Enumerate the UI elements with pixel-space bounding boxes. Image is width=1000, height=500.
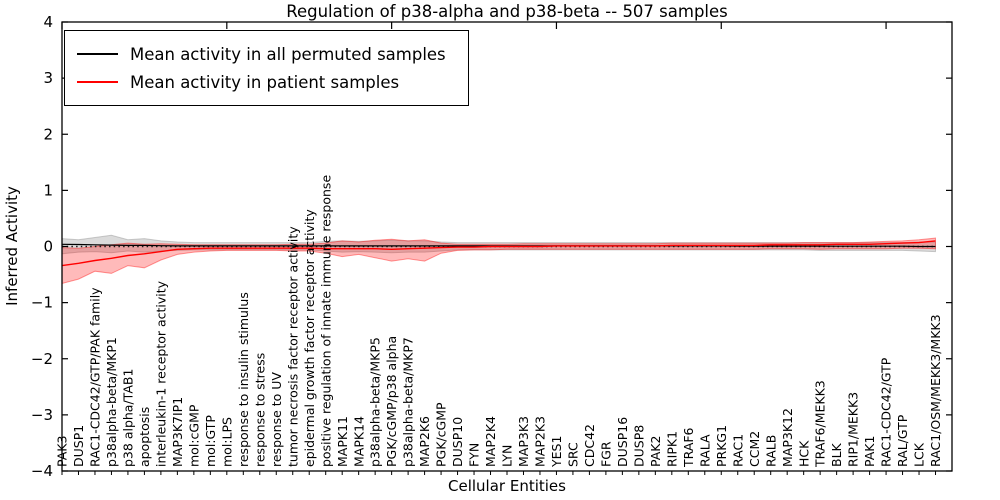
x-category-label: MAP2K4 bbox=[483, 416, 498, 467]
x-category-label: YES1 bbox=[549, 436, 564, 468]
x-category-label: DUSP16 bbox=[615, 417, 630, 467]
x-category-label: MAPK11 bbox=[335, 416, 350, 467]
x-category-label: BLK bbox=[829, 442, 844, 467]
x-category-label: FYN bbox=[467, 443, 482, 467]
x-category-label: CCM2 bbox=[747, 431, 762, 467]
x-category-label: MAP2K3 bbox=[533, 416, 548, 467]
x-category-label: RALB bbox=[763, 435, 778, 467]
x-category-label: DUSP10 bbox=[450, 417, 465, 467]
x-category-label: positive regulation of innate immune res… bbox=[318, 175, 333, 467]
x-category-label: response to UV bbox=[269, 372, 284, 467]
y-tick-label: −2 bbox=[31, 350, 53, 368]
x-category-label: DUSP8 bbox=[632, 425, 647, 467]
x-category-label: MAP3K7IP1 bbox=[170, 397, 185, 467]
x-category-label: PAK2 bbox=[648, 436, 663, 467]
x-category-label: interleukin-1 receptor activity bbox=[154, 280, 169, 467]
x-category-label: PAK1 bbox=[862, 436, 877, 467]
y-tick-label: 0 bbox=[43, 238, 53, 256]
x-category-label: SRC bbox=[566, 442, 581, 467]
x-category-label: MAP3K3 bbox=[516, 416, 531, 467]
y-tick-label: −1 bbox=[31, 294, 53, 312]
y-tick-label: 1 bbox=[43, 181, 53, 199]
y-tick-label: 3 bbox=[43, 69, 53, 87]
x-category-label: mol:cGMP bbox=[187, 404, 202, 467]
x-category-label: mol:GTP bbox=[203, 415, 218, 467]
series-line-patient bbox=[61, 240, 936, 267]
x-category-label: apoptosis bbox=[137, 407, 152, 467]
x-category-label: p38alpha-beta/MKP7 bbox=[401, 337, 416, 467]
x-category-label: PGK/cGMP/p38 alpha bbox=[384, 336, 399, 467]
x-category-label: RAC1 bbox=[730, 434, 745, 467]
x-category-label: TRAF6/MEKK3 bbox=[813, 380, 828, 468]
x-category-label: PGK/cGMP bbox=[434, 402, 449, 467]
x-category-label: RAC1/OSM/MEKK3/MKK3 bbox=[928, 314, 943, 467]
x-category-label: DUSP1 bbox=[71, 425, 86, 467]
x-category-label: p38alpha-beta/MKP5 bbox=[368, 337, 383, 467]
x-category-label: HCK bbox=[796, 440, 811, 467]
x-category-label: response to insulin stimulus bbox=[236, 292, 251, 467]
y-tick-label: −4 bbox=[31, 462, 53, 480]
legend-label-patient: Mean activity in patient samples bbox=[130, 72, 400, 92]
x-category-label: LCK bbox=[912, 442, 927, 467]
legend-line-swatch-patient bbox=[77, 81, 118, 83]
x-category-label: MAPK14 bbox=[351, 416, 366, 467]
chart-title: Regulation of p38-alpha and p38-beta -- … bbox=[286, 2, 728, 21]
x-category-label: MAP3K12 bbox=[780, 408, 795, 467]
x-category-label: RAC1-CDC42/GTP/PAK family bbox=[88, 287, 103, 467]
x-category-label: PAK3 bbox=[55, 436, 70, 467]
legend-item-patient: Mean activity in patient samples bbox=[77, 68, 446, 96]
x-category-label: RIPK1 bbox=[664, 431, 679, 467]
legend-line-swatch-permuted bbox=[77, 53, 118, 55]
y-tick-label: −3 bbox=[31, 406, 53, 424]
x-category-label: MAP2K6 bbox=[417, 416, 432, 467]
legend-label-permuted: Mean activity in all permuted samples bbox=[130, 44, 446, 64]
x-category-label: epidermal growth factor receptor activit… bbox=[302, 209, 317, 467]
y-tick-label: 4 bbox=[43, 13, 53, 31]
y-axis-label: Inferred Activity bbox=[3, 186, 21, 306]
x-category-label: LYN bbox=[500, 445, 515, 467]
x-category-label: tumor necrosis factor receptor activity bbox=[285, 226, 300, 467]
patient-confidence-band bbox=[61, 237, 936, 285]
x-category-label: p38alpha-beta/MKP1 bbox=[104, 337, 119, 467]
legend: Mean activity in all permuted samples Me… bbox=[64, 30, 469, 106]
x-category-label: mol:LPS bbox=[219, 417, 234, 467]
x-category-label: p38 alpha/TAB1 bbox=[121, 369, 136, 467]
x-category-label: RAC1-CDC42/GTP bbox=[879, 357, 894, 467]
x-category-label: RAL/GTP bbox=[895, 414, 910, 467]
x-category-label: RIP1/MEKK3 bbox=[846, 392, 861, 467]
permuted-confidence-band bbox=[61, 234, 936, 255]
x-category-label: CDC42 bbox=[582, 424, 597, 467]
y-tick-label: 2 bbox=[43, 125, 53, 143]
x-category-label: FGR bbox=[599, 441, 614, 467]
legend-item-permuted: Mean activity in all permuted samples bbox=[77, 40, 446, 68]
x-category-label: response to stress bbox=[252, 353, 267, 467]
x-category-label: PRKG1 bbox=[714, 425, 729, 467]
x-axis-label: Cellular Entities bbox=[448, 477, 566, 495]
x-category-label: RALA bbox=[697, 434, 712, 467]
x-category-label: TRAF6 bbox=[681, 427, 696, 468]
